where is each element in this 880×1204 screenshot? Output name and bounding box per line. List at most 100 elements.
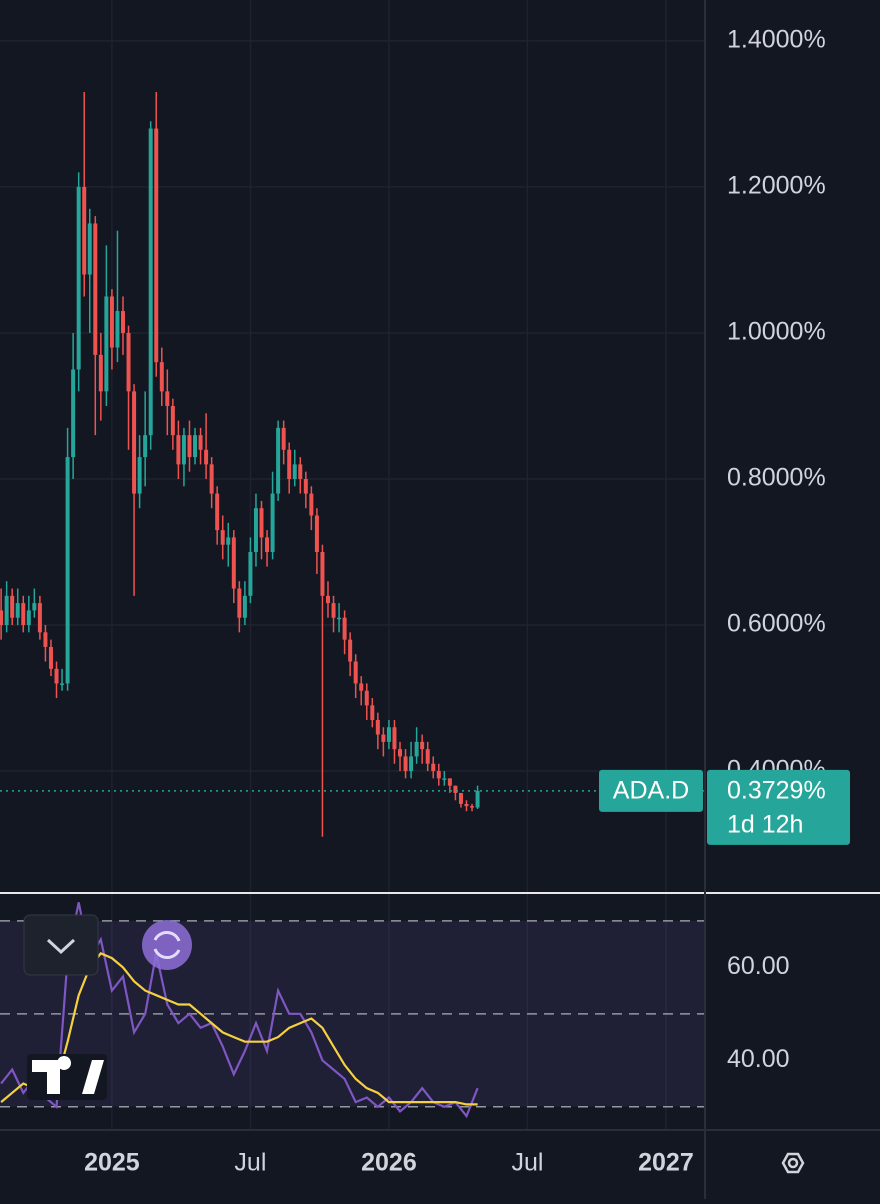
logo-mark [32,1056,104,1094]
candle-body [71,369,76,458]
candle-body [60,683,65,685]
candle-body [292,464,297,479]
y-tick-label: 1.4000% [727,25,826,53]
price-label: 0.3729% [727,776,826,804]
candle-body [276,427,281,494]
candle-body [265,537,270,553]
candle-body [398,749,403,757]
candle-body [425,749,430,764]
candle-body [48,646,53,669]
candle-body [32,603,37,611]
y-tick-label: 40.00 [727,1045,790,1073]
candle-body [159,362,164,392]
logo [27,1054,107,1100]
candle-body [253,508,258,553]
candle-body [170,405,175,436]
candle-body [165,391,170,406]
candle-body [248,552,253,596]
candle-body [198,435,203,450]
candle-body [464,803,469,807]
y-tick-label: 60.00 [727,952,790,980]
settings-icon[interactable] [781,1152,805,1174]
candle-body [126,332,131,392]
candle-body [65,457,70,684]
candle-body [10,595,15,618]
candle-body [287,449,292,479]
settings-dot [787,1157,799,1169]
button-box[interactable] [23,914,99,976]
candle-body [226,537,231,545]
candle-body [298,464,303,479]
candle-body [115,311,120,348]
candle-body [204,449,209,465]
y-tick-label: 1.0000% [727,318,826,346]
candle-body [120,311,125,333]
candle-body [453,785,458,793]
candle-body [193,435,198,458]
candle-body [104,296,109,392]
candle-body [76,186,81,370]
candle-body [392,727,397,750]
candle-body [364,690,369,706]
symbol-tag [599,769,703,812]
candle-body [353,661,358,684]
candle-body [337,617,342,620]
x-tick-label: 2027 [638,1149,694,1177]
series-line [0,902,479,1119]
candle-body [381,734,386,742]
candle-body [132,391,137,494]
candle-body [209,464,214,494]
candle-body [0,610,4,626]
candle-body [370,705,375,720]
candle-body [270,493,275,553]
candle-body [325,595,330,604]
candle-body [231,537,236,589]
x-tick-label: Jul [511,1149,543,1177]
candle-body [176,435,181,465]
refresh-button[interactable] [142,920,192,970]
candle-body [431,763,436,772]
candle-body [403,756,408,772]
series-line [0,952,478,1106]
collapse-button[interactable] [23,914,99,976]
candle-body [242,595,247,618]
candle-body [314,515,319,553]
candle-body [187,435,192,458]
candle-body [237,588,242,618]
candle-body [154,128,159,363]
candle-body [420,741,425,750]
refresh-circle[interactable] [142,920,192,970]
x-tick-label: 2025 [84,1149,140,1177]
candle-body [4,595,9,626]
candle-body [181,435,186,465]
candle-body [348,639,353,662]
price-tag [707,769,850,845]
x-tick-label: Jul [234,1149,266,1177]
candle-body [386,727,391,742]
candle-body [309,493,314,516]
candle-body [442,778,447,780]
candle-body [21,603,26,626]
candle-body [436,771,441,779]
candle-body [43,632,48,647]
chevron-icon [46,938,76,955]
candle-body [447,778,452,786]
y-tick-label: 0.6000% [727,610,826,638]
candle-body [320,552,325,596]
candle-body [148,128,153,436]
candle-body [475,790,480,808]
candle-body [303,478,308,494]
countdown-label: 1d 12h [727,810,803,838]
candle-body [93,223,98,355]
candle-body [409,756,414,772]
candle-body [98,354,103,392]
mark-layer [0,92,705,1119]
candle-body [470,806,475,808]
candle-body [375,719,380,735]
refresh-icon [153,930,181,960]
candle-body [220,530,225,545]
settings-button[interactable] [781,1152,805,1174]
